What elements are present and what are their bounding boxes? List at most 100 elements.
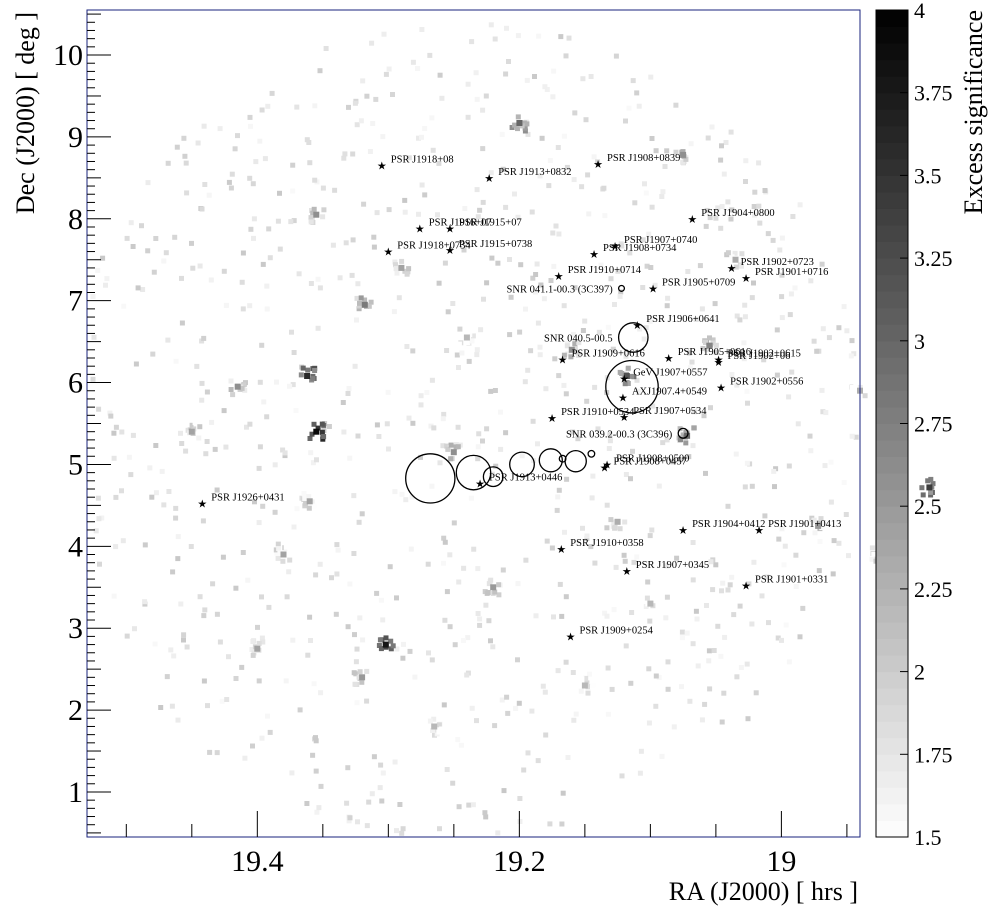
noise-pixel — [349, 272, 355, 278]
noise-pixel — [343, 240, 349, 246]
noise-pixel — [266, 604, 272, 610]
noise-pixel — [450, 780, 456, 786]
extended-source-layer: SNR 041.1-00.3 (3C397) SNR 040.5-00.5 SNR … — [405, 284, 689, 504]
hotspot-pixel — [187, 422, 193, 428]
colorbar-cell — [876, 175, 908, 193]
noise-pixel — [214, 611, 220, 617]
noise-pixel — [515, 657, 520, 663]
noise-pixel — [422, 192, 428, 198]
hotspot-pixel — [399, 258, 405, 264]
noise-pixel — [132, 626, 137, 632]
hotspot-pixel — [492, 589, 498, 595]
colorbar-cell — [876, 43, 908, 61]
noise-pixel — [150, 351, 156, 357]
noise-pixel — [384, 421, 390, 427]
hotspot-pixel — [621, 524, 626, 530]
noise-pixel — [128, 220, 134, 226]
noise-pixel — [734, 674, 740, 680]
noise-pixel — [607, 431, 613, 437]
noise-pixel — [820, 409, 826, 415]
pulsar-label: AXJ1907.4+0549 — [632, 386, 707, 397]
hotspot-pixel — [608, 517, 614, 523]
noise-pixel — [478, 327, 484, 333]
noise-pixel — [492, 723, 498, 729]
noise-pixel — [541, 296, 547, 302]
noise-pixel — [272, 509, 278, 515]
colorbar-cell — [876, 688, 908, 706]
noise-pixel — [347, 815, 353, 821]
noise-pixel — [436, 160, 442, 166]
pulsar-label: PSR J1910+0358 — [570, 538, 643, 549]
noise-pixel — [749, 295, 755, 301]
noise-pixel — [261, 399, 267, 405]
noise-pixel — [644, 263, 650, 269]
noise-pixel — [220, 554, 226, 560]
noise-pixel — [602, 213, 608, 219]
noise-pixel — [251, 216, 257, 222]
noise-pixel — [786, 394, 792, 400]
x-axis-title: RA (J2000) [ hrs ] — [669, 877, 858, 906]
noise-pixel — [773, 466, 779, 472]
noise-pixel — [705, 135, 711, 141]
noise-pixel — [562, 529, 567, 535]
noise-pixel — [503, 204, 509, 210]
noise-pixel — [304, 801, 310, 806]
noise-pixel — [217, 639, 223, 645]
noise-pixel — [671, 724, 677, 730]
noise-pixel — [652, 282, 658, 288]
noise-pixel — [370, 121, 376, 126]
noise-pixel — [515, 581, 521, 587]
noise-pixel — [266, 226, 272, 232]
x-tick-label: 19.4 — [231, 845, 284, 878]
noise-pixel — [111, 593, 117, 599]
noise-pixel — [617, 293, 623, 299]
pulsar-label: PSR J1901+0331 — [755, 575, 828, 586]
noise-pixel — [751, 280, 756, 286]
noise-pixel — [556, 231, 562, 237]
noise-pixel — [265, 713, 270, 719]
noise-pixel — [111, 430, 117, 436]
noise-pixel — [691, 409, 697, 415]
noise-pixel — [663, 615, 669, 621]
pulsar-label: PSR J1902+0615 — [728, 349, 801, 360]
noise-pixel — [282, 453, 288, 459]
noise-pixel — [369, 40, 375, 46]
noise-pixel — [535, 320, 541, 326]
noise-pixel — [257, 138, 263, 144]
noise-pixel — [380, 134, 386, 140]
noise-pixel — [572, 110, 578, 116]
noise-pixel — [408, 546, 414, 552]
pulsar-star-marker: ★ — [484, 172, 494, 185]
hotspot-pixel — [629, 373, 635, 379]
noise-pixel — [561, 133, 567, 139]
noise-pixel — [480, 146, 486, 152]
noise-pixel — [181, 637, 186, 643]
hotspot-peak — [926, 484, 933, 491]
noise-pixel — [301, 491, 307, 496]
noise-pixel — [179, 441, 185, 446]
noise-pixel — [477, 622, 483, 628]
hotspot-pixel — [262, 652, 268, 658]
noise-pixel — [313, 735, 318, 741]
noise-pixel — [386, 446, 391, 452]
noise-pixel — [145, 180, 151, 186]
noise-pixel — [103, 282, 108, 288]
noise-pixel — [242, 755, 248, 761]
noise-pixel — [688, 141, 694, 147]
y-tick-label: 1 — [68, 776, 83, 809]
noise-pixel — [623, 118, 628, 124]
noise-pixel — [399, 491, 405, 497]
hotspot-pixel — [377, 637, 383, 643]
noise-pixel — [519, 453, 525, 459]
hotspot-pixel — [308, 215, 314, 221]
noise-pixel — [406, 155, 412, 161]
noise-pixel — [729, 372, 735, 377]
noise-pixel — [475, 611, 481, 616]
hotspot-pixel — [250, 639, 256, 644]
noise-pixel — [628, 476, 633, 482]
noise-pixel — [634, 377, 640, 383]
noise-pixel — [410, 59, 416, 65]
noise-pixel — [544, 538, 550, 544]
noise-pixel — [601, 185, 607, 191]
hotspot-pixel — [448, 456, 454, 462]
